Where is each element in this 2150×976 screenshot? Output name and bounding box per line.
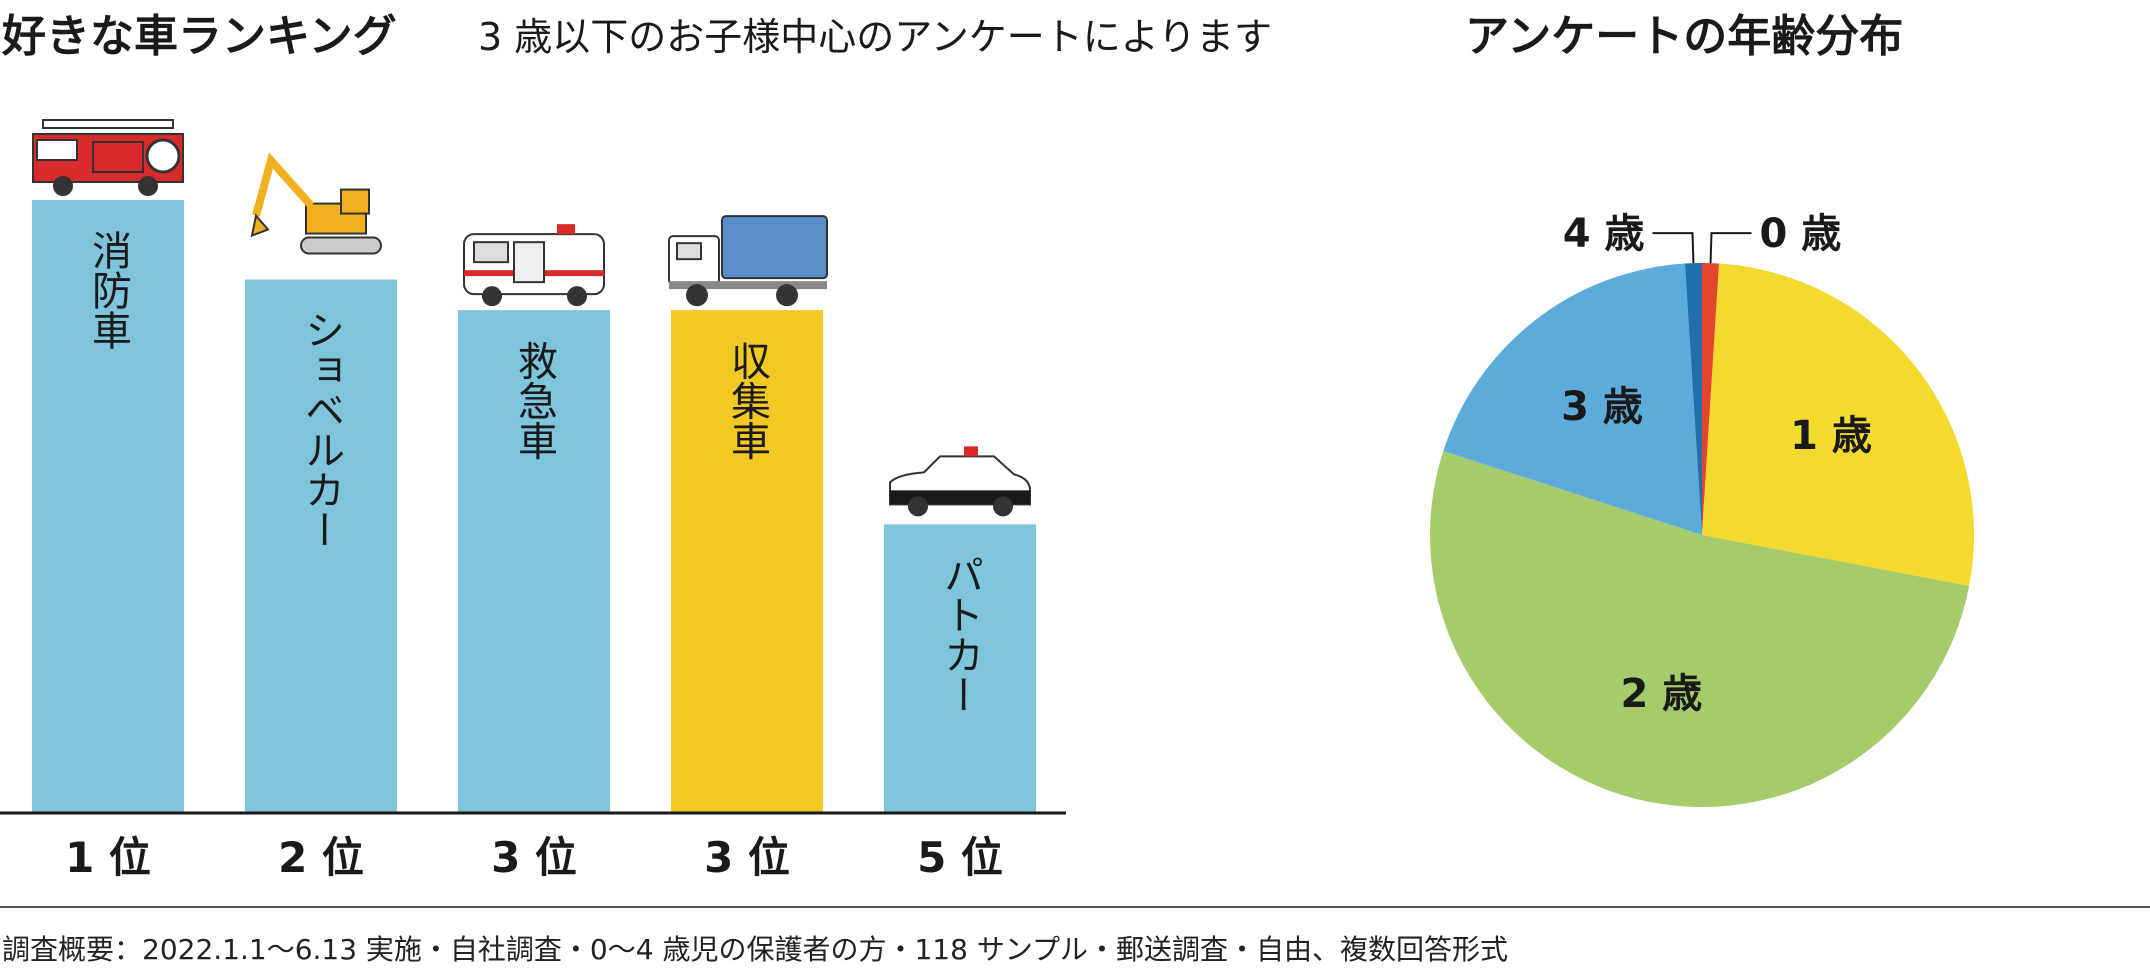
police-car-icon <box>889 446 1031 517</box>
garbage-truck-icon <box>668 215 828 307</box>
pie-label: 1 歳 <box>1790 413 1872 459</box>
bar <box>32 200 184 812</box>
pie-label: 4 歳 <box>1563 211 1645 257</box>
bar-label: パトカー <box>937 554 983 714</box>
fire-truck-icon <box>32 119 184 196</box>
bar <box>458 310 610 812</box>
pie-label: 2 歳 <box>1621 671 1703 717</box>
bar <box>884 524 1036 812</box>
excavator-icon <box>250 152 382 255</box>
pie-label: 0 歳 <box>1759 211 1841 257</box>
bar <box>245 279 397 812</box>
rank-label: 1 位 <box>65 833 151 882</box>
rank-label: 3 位 <box>491 833 577 882</box>
bar-label: 収集車 <box>724 340 770 460</box>
pie-chart: 0 歳 1 歳 2 歳 3 歳 4 歳 <box>1430 211 1974 808</box>
pie-label: 3 歳 <box>1561 384 1643 430</box>
chart-subtitle: 3 歳以下のお子様中心のアンケートによります <box>478 15 1272 59</box>
pie-leader-line <box>1652 232 1695 264</box>
ambulance-icon <box>463 224 605 307</box>
pie-slice <box>1702 263 1720 535</box>
pie-leader-line <box>1709 232 1752 264</box>
bar <box>671 310 823 812</box>
pie-slice <box>1684 263 1702 535</box>
bar-label: 消防車 <box>85 230 131 350</box>
bar-group: 消防車 1 位 <box>32 119 184 882</box>
bar-group: ショベルカー 2 位 <box>245 152 397 882</box>
bar-label: 救急車 <box>511 340 557 460</box>
survey-note: 調査概要：2022.1.1〜6.13 実施・自社調査・0〜4 歳児の保護者の方・… <box>2 933 1508 966</box>
bar-label: ショベルカー <box>298 310 344 550</box>
pie-slice <box>1443 263 1702 535</box>
chart-title: 好きな車ランキング <box>2 11 397 62</box>
pie-slice <box>1702 263 1974 586</box>
pie-chart-title: アンケートの年齢分布 <box>1465 11 1904 62</box>
bar-group: パトカー 5 位 <box>884 446 1036 882</box>
rank-label: 5 位 <box>917 833 1003 882</box>
rank-label: 2 位 <box>278 833 364 882</box>
bar-group: 収集車 3 位 <box>668 215 828 882</box>
pie-slice <box>1430 450 1970 808</box>
bar-group: 救急車 3 位 <box>458 224 610 882</box>
rank-label: 3 位 <box>704 833 790 882</box>
bar-chart: 消防車 1 位 ショベルカー 2 位 救急車 3 位 収集車 3 位 パトカー 5 位 <box>0 119 1066 882</box>
footer-divider <box>0 906 2150 908</box>
